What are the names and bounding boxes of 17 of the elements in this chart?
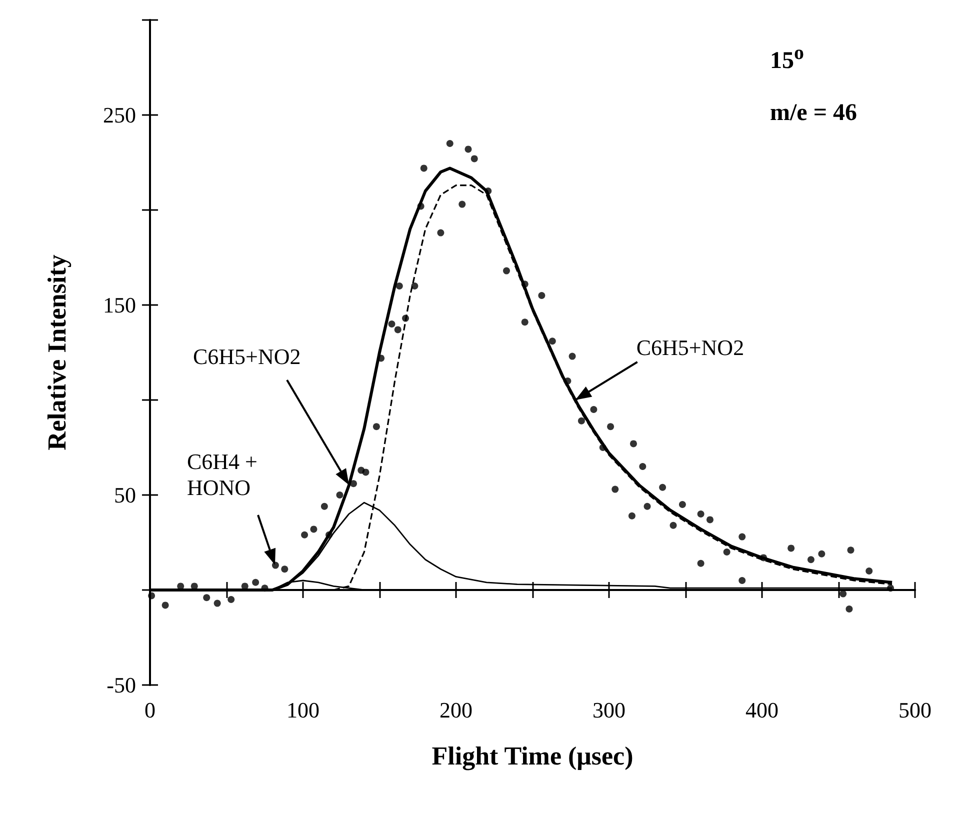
y-tick-label: 250 [103, 102, 136, 128]
annotation: m/e = 46 [770, 100, 857, 126]
x-tick-label: 500 [898, 698, 932, 722]
x-tick-label: 100 [286, 698, 320, 722]
annotation: 15$^{o}$ [770, 41, 804, 74]
y-tick-label: -50 [106, 672, 136, 698]
annotation: C6H5+NO2 [636, 335, 744, 361]
annotation: C6H4 + HONO [187, 449, 258, 501]
x-tick-label: 300 [592, 698, 626, 722]
annotation: C6H5+NO2 [193, 344, 301, 370]
y-tick-label: 150 [103, 292, 136, 318]
y-tick-label: 50 [114, 482, 136, 508]
x-tick-label: 0 [144, 698, 156, 722]
x-tick-label: 200 [440, 698, 472, 722]
y-axis-title: Relative Intensity [42, 254, 72, 450]
x-axis-title: Flight Time (μsec) [432, 742, 634, 770]
x-tick-label: 400 [746, 698, 778, 722]
